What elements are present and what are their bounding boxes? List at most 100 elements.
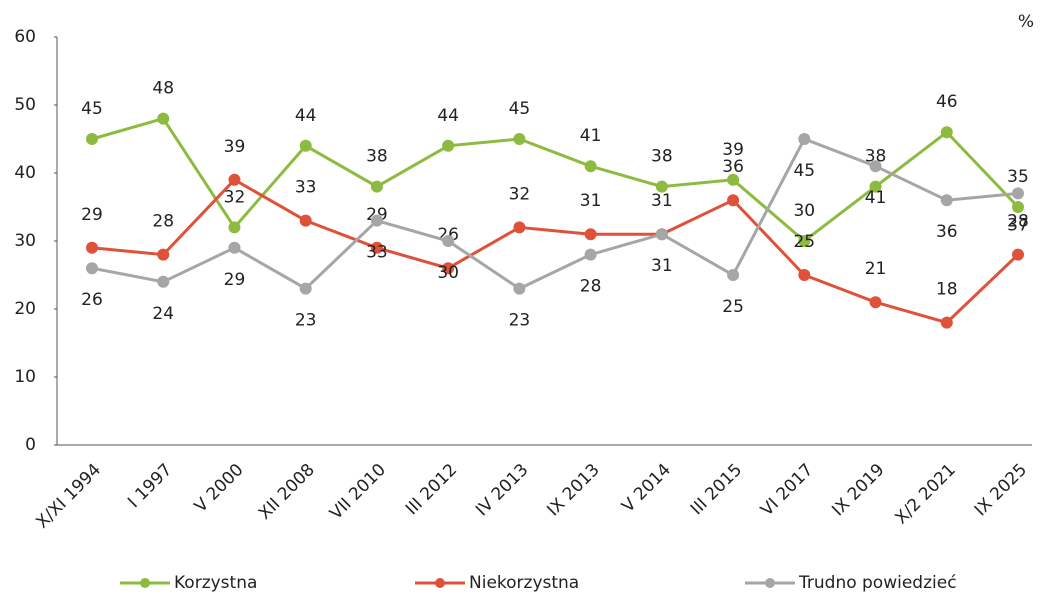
data-label: 28	[152, 212, 174, 232]
series-line	[91, 177, 1020, 325]
data-point	[157, 248, 170, 261]
data-label: 38	[865, 147, 887, 167]
x-tick-label: IX 2019	[828, 460, 888, 520]
x-tick-label: IX 2013	[543, 460, 603, 520]
data-point	[299, 214, 312, 227]
data-point	[370, 214, 383, 227]
data-label: 29	[81, 205, 103, 225]
data-point	[584, 248, 597, 261]
x-tick-label: V 2014	[618, 460, 675, 517]
data-point	[513, 221, 526, 234]
data-point	[727, 269, 740, 281]
data-point	[584, 160, 597, 173]
data-point	[228, 241, 241, 254]
x-tick-label: VI 2017	[757, 460, 817, 520]
x-tick-label: IV 2013	[472, 460, 532, 520]
y-tick-label: 10	[14, 367, 36, 387]
data-point	[940, 194, 953, 207]
data-label: 41	[580, 126, 602, 146]
data-label: 23	[509, 311, 531, 331]
data-label: 32	[509, 184, 531, 204]
data-point	[370, 180, 383, 193]
legend-marker	[140, 578, 150, 588]
x-tick-label: VII 2010	[326, 460, 390, 524]
data-point	[1012, 187, 1024, 200]
data-point	[442, 235, 455, 247]
data-label: 39	[224, 137, 246, 157]
legend-marker	[765, 578, 775, 588]
data-label: 45	[81, 99, 103, 119]
data-label: 45	[509, 99, 531, 119]
data-label: 31	[580, 191, 602, 211]
data-point	[86, 262, 98, 275]
data-label: 35	[1007, 167, 1029, 187]
x-tick-label: IX 2025	[971, 460, 1031, 520]
data-label: 36	[722, 157, 744, 177]
data-label: 28	[580, 277, 602, 297]
data-label: 46	[936, 92, 958, 112]
data-label: 44	[295, 106, 317, 126]
data-point	[798, 133, 811, 145]
x-tick-label: X/2 2021	[891, 460, 959, 528]
data-label: 30	[437, 263, 459, 283]
data-label: 23	[295, 311, 317, 331]
data-point	[584, 228, 597, 241]
data-point	[869, 160, 882, 173]
y-tick-label: 30	[14, 231, 36, 251]
data-point	[1012, 201, 1024, 213]
data-point	[869, 180, 882, 193]
data-label: 37	[1007, 215, 1029, 235]
data-label: 44	[437, 106, 459, 126]
data-label: 32	[224, 187, 246, 207]
data-label: 38	[651, 147, 673, 167]
data-point	[869, 296, 882, 309]
data-label: 30	[793, 201, 815, 221]
data-label: 39	[722, 140, 744, 160]
data-point	[299, 139, 312, 152]
data-point	[513, 133, 526, 145]
data-label: 28	[1007, 212, 1029, 232]
data-label: 25	[722, 297, 744, 317]
data-label: 24	[152, 304, 174, 324]
data-point	[940, 316, 953, 329]
series-line	[91, 137, 1019, 291]
data-point	[86, 241, 98, 254]
legend-marker	[435, 578, 445, 588]
y-tick-label: 20	[14, 299, 36, 319]
data-point	[655, 180, 668, 193]
series-line	[91, 116, 1020, 243]
data-label: 31	[651, 256, 673, 276]
x-tick-label: X/XI 1994	[32, 460, 105, 533]
data-label: 48	[152, 79, 174, 99]
legend-label: Niekorzystna	[469, 573, 579, 593]
x-tick-label: III 2012	[402, 460, 461, 519]
y-tick-label: 0	[25, 435, 36, 455]
x-tick-label: XII 2008	[255, 460, 319, 524]
y-tick-label: 50	[14, 95, 36, 115]
y-tick-label: 40	[14, 163, 36, 183]
data-point	[442, 262, 455, 275]
x-tick-label: III 2015	[687, 460, 746, 519]
data-label: 25	[793, 232, 815, 252]
data-label: 21	[865, 259, 887, 279]
data-point	[1012, 248, 1024, 261]
data-label: 38	[366, 147, 388, 167]
data-point	[299, 282, 312, 295]
data-label: 26	[81, 290, 103, 310]
data-label: 33	[366, 243, 388, 263]
x-tick-label: I 1997	[124, 460, 176, 512]
data-label: 36	[936, 222, 958, 242]
legend-label: Korzystna	[174, 573, 257, 593]
data-point	[798, 269, 811, 281]
data-point	[727, 173, 740, 186]
unit-label: %	[1018, 12, 1034, 32]
data-label: 33	[295, 178, 317, 198]
data-label: 29	[224, 270, 246, 290]
data-point	[513, 282, 526, 295]
data-point	[228, 173, 241, 186]
data-label: 31	[651, 191, 673, 211]
data-point	[655, 228, 668, 241]
data-label: 45	[793, 161, 815, 181]
y-tick-label: 60	[14, 27, 36, 47]
